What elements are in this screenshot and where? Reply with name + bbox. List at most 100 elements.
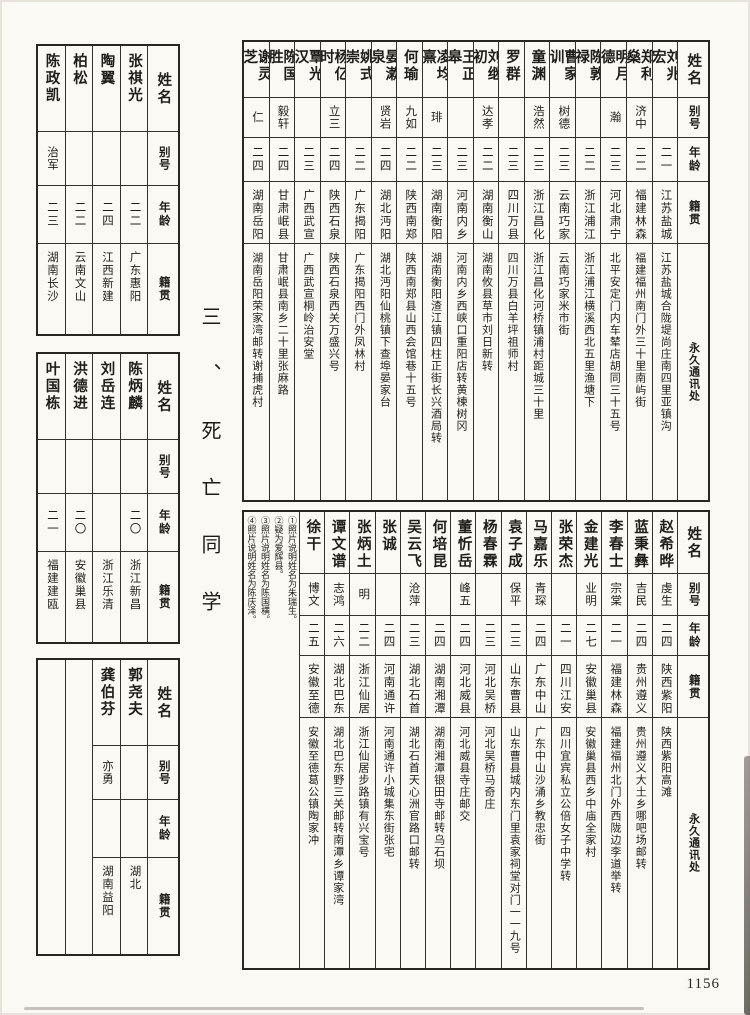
student-name-cell: 陈炳麟 xyxy=(120,354,147,440)
student-column: 杨春霖二三河北吴桥河北吴桥马奇庄 xyxy=(476,512,502,968)
student-address-cell: 山东曹县城内东门里袁家祠堂对门一一九号 xyxy=(502,718,526,968)
header-name-cell: 姓名 xyxy=(148,660,178,746)
student-origin-cell: 浙江乐清 xyxy=(93,552,120,642)
student-alias-cell: 吉民 xyxy=(627,574,652,616)
student-name-cell: 陶翼 xyxy=(93,46,120,132)
student-origin-cell: 湖北 xyxy=(121,858,148,954)
student-origin-cell: 浙江浦江 xyxy=(575,182,601,244)
header-label-origin: 籍贯 xyxy=(157,584,170,610)
header-label-address: 永久通讯处 xyxy=(687,342,700,402)
student-name-cell: 蓝秉彝 xyxy=(627,512,652,574)
student-column: 陶翼 二四 江西新建 xyxy=(93,46,121,334)
student-name-cell: 曹家训 xyxy=(550,42,575,98)
student-age-cell: 二二 xyxy=(65,186,92,244)
student-address-cell: 湖北沔阳仙桃镇下查埠晏家台 xyxy=(372,244,397,500)
student-alias: 博文 xyxy=(306,582,319,607)
student-origin: 浙江仙居 xyxy=(357,663,370,715)
student-name: 晏漱泉 xyxy=(371,49,397,83)
student-origin: 湖南益阳 xyxy=(101,865,113,917)
header-alias-cell: 别号 xyxy=(148,746,178,800)
student-alias: 树德 xyxy=(557,105,570,130)
student-column: 叶国栋 二一 福建建瓯 xyxy=(38,354,66,642)
student-name: 张荣杰 xyxy=(556,519,573,570)
student-column: 陈国胜 毅轩 二四 甘肃岷县 甘肃岷县南乡二十里张麻路 xyxy=(269,42,296,500)
student-address: 湖南湘潭银田寺邮转乌石坝 xyxy=(432,726,445,870)
student-origin-cell: 陕西南郑 xyxy=(397,182,422,244)
student-age-cell: 二一 xyxy=(652,138,678,182)
student-alias: 达孝 xyxy=(480,105,493,130)
student-origin-cell: 广东惠阳 xyxy=(121,244,148,334)
student-name: 洪德进 xyxy=(71,361,87,412)
student-alias: 浩然 xyxy=(531,105,544,130)
student-origin: 湖南衡阳 xyxy=(429,189,442,241)
header-label-name: 姓名 xyxy=(155,685,172,720)
student-alias: 明 xyxy=(357,588,370,601)
student-address-cell: 福建福州南门外三十里南屿街 xyxy=(627,244,652,500)
student-name: 凌均熹 xyxy=(422,49,448,83)
student-name: 袁子成 xyxy=(505,519,522,570)
student-column: 张炳土明二二 浙江仙居 浙江仙居步路镇有兴宝号 xyxy=(350,512,376,968)
student-name: 曹家训 xyxy=(550,49,575,83)
student-age-cell: 二三 xyxy=(501,616,526,656)
student-address: 湖南岳阳荣家湾邮转谢捕虎村 xyxy=(250,252,263,408)
student-address: 湖北巴东野三关邮转南潭乡谭家湾 xyxy=(331,726,344,906)
header-label-alias: 别号 xyxy=(157,760,170,785)
student-alias-cell: 树德 xyxy=(550,98,575,138)
student-age: 二三 xyxy=(483,622,496,649)
student-origin: 福建建瓯 xyxy=(46,559,58,611)
student-origin-cell: 贵州遵义 xyxy=(627,656,652,718)
student-address-cell: 江苏盐城合陇堤尚庄南四里亚镇沟 xyxy=(653,244,678,500)
student-age: 二五 xyxy=(306,622,319,649)
student-name-cell: 洪德进 xyxy=(65,354,92,440)
student-name: 杨春霖 xyxy=(480,519,497,570)
student-origin: 湖南长沙 xyxy=(46,251,58,303)
student-name: 张祺光 xyxy=(126,53,142,104)
header-name-cell: 姓名 xyxy=(678,512,709,574)
student-age: 二三 xyxy=(557,146,570,173)
student-origin: 河南内乡 xyxy=(455,189,468,241)
student-age-cell: 二七 xyxy=(577,616,602,656)
student-alias: 虔生 xyxy=(659,582,672,607)
student-alias-cell xyxy=(93,440,120,494)
student-age: 二四 xyxy=(378,146,391,173)
student-alias-cell: 博文 xyxy=(300,574,325,616)
student-age-cell: 二三 xyxy=(422,138,448,182)
student-age: 二〇 xyxy=(73,509,86,536)
student-alias-cell xyxy=(552,574,577,616)
student-address-cell: 河北吴桥马奇庄 xyxy=(476,718,500,968)
student-address: 湖北沔阳仙桃镇下查埠晏家台 xyxy=(378,252,391,408)
student-name-cell: 吴云飞 xyxy=(400,512,426,574)
student-address: 安徽至德葛公镇陶家冲 xyxy=(306,726,319,846)
student-alias-cell: 沧萍 xyxy=(400,574,426,616)
student-age-cell: 二三 xyxy=(38,186,65,244)
student-address: 安徽巢县西乡中庙全家村 xyxy=(583,726,596,858)
student-column: 覃光汉 二三 广西武宣 广西武宣桐岭治安堂 xyxy=(295,42,321,500)
student-age-cell: 二四 xyxy=(652,616,678,656)
student-origin-cell: 广东中山 xyxy=(526,656,552,718)
student-name-cell: 陈政凯 xyxy=(38,46,65,132)
student-name: 明月德 xyxy=(601,49,626,83)
student-address-cell: 浙江昌化河桥镇浦村距城三十里 xyxy=(525,244,550,500)
header-age-cell: 年龄 xyxy=(678,138,709,182)
header-origin-cell: 籍贯 xyxy=(148,244,178,334)
student-alias: 业明 xyxy=(584,582,597,607)
student-alias-cell: 治军 xyxy=(38,132,65,186)
student-origin-cell: 安徽巢县 xyxy=(577,656,602,718)
student-age: 二一 xyxy=(659,146,672,173)
student-address-cell: 河南内乡西峡口重阳店转黄楝树冈 xyxy=(448,244,473,500)
section-title-gutter: 三、死亡同学 xyxy=(188,306,230,648)
student-origin: 河北吴桥 xyxy=(483,663,496,715)
student-alias: 沧萍 xyxy=(407,582,420,607)
student-age-cell: 二四 xyxy=(320,138,346,182)
empty-column xyxy=(38,660,66,954)
student-origin-cell: 湖南衡阳 xyxy=(422,182,448,244)
student-age-cell: 二三 xyxy=(400,616,426,656)
student-origin-cell: 河北肃宁 xyxy=(601,182,626,244)
student-origin-cell: 河北吴桥 xyxy=(476,656,501,718)
student-name: 童渊 xyxy=(529,49,546,83)
student-address-cell: 陕西紫阳高滩 xyxy=(653,718,677,968)
student-origin: 浙江新昌 xyxy=(128,559,141,611)
student-origin-cell: 河北威县 xyxy=(451,656,476,718)
student-name: 刘岳连 xyxy=(98,361,115,412)
student-address-cell: 贵州遵义大土乡哪吧场邮转 xyxy=(628,718,652,968)
